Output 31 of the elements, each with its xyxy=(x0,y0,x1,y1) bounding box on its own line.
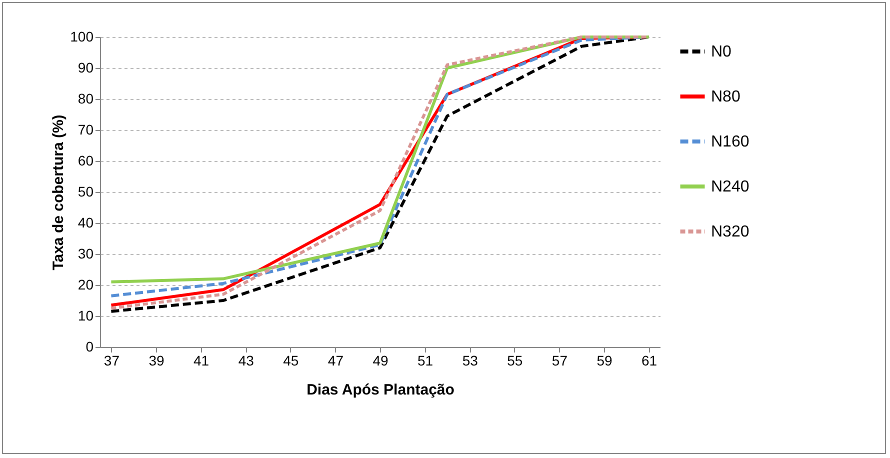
y-axis-title: Taxa de cobertura (%) xyxy=(50,114,68,270)
legend-label: N240 xyxy=(711,178,750,196)
legend-label: N0 xyxy=(711,44,732,60)
x-tick-label: 53 xyxy=(462,352,478,368)
y-tick-label: 100 xyxy=(70,28,94,44)
y-tick-label: 90 xyxy=(78,60,94,76)
legend-label: N320 xyxy=(711,224,750,240)
legend-label: N160 xyxy=(711,134,750,150)
x-tick-label: 47 xyxy=(328,352,344,368)
y-tick-label: 0 xyxy=(86,338,94,354)
y-tick-label: 70 xyxy=(78,122,94,138)
y-tick-label: 30 xyxy=(78,246,94,262)
x-tick-label: 37 xyxy=(104,352,120,368)
x-tick-label: 61 xyxy=(642,352,658,368)
x-tick-label: 49 xyxy=(372,352,388,368)
x-tick-label: 51 xyxy=(418,352,434,368)
y-tick-label: 50 xyxy=(78,184,94,200)
y-tick-label: 60 xyxy=(78,152,94,168)
x-tick-label: 59 xyxy=(596,352,612,368)
x-tick-label: 41 xyxy=(194,352,210,368)
x-axis-title: Dias Após Plantação xyxy=(306,382,454,398)
x-tick-label: 39 xyxy=(148,352,164,368)
x-tick-label: 45 xyxy=(283,352,299,368)
x-tick-label: 55 xyxy=(507,352,523,368)
y-tick-label: 80 xyxy=(78,90,94,106)
y-tick-label: 40 xyxy=(78,214,94,230)
y-tick-label: 20 xyxy=(78,276,94,292)
x-tick-label: 57 xyxy=(552,352,568,368)
y-tick-label: 10 xyxy=(78,308,94,324)
legend-label: N80 xyxy=(711,88,740,106)
x-tick-label: 43 xyxy=(238,352,254,368)
